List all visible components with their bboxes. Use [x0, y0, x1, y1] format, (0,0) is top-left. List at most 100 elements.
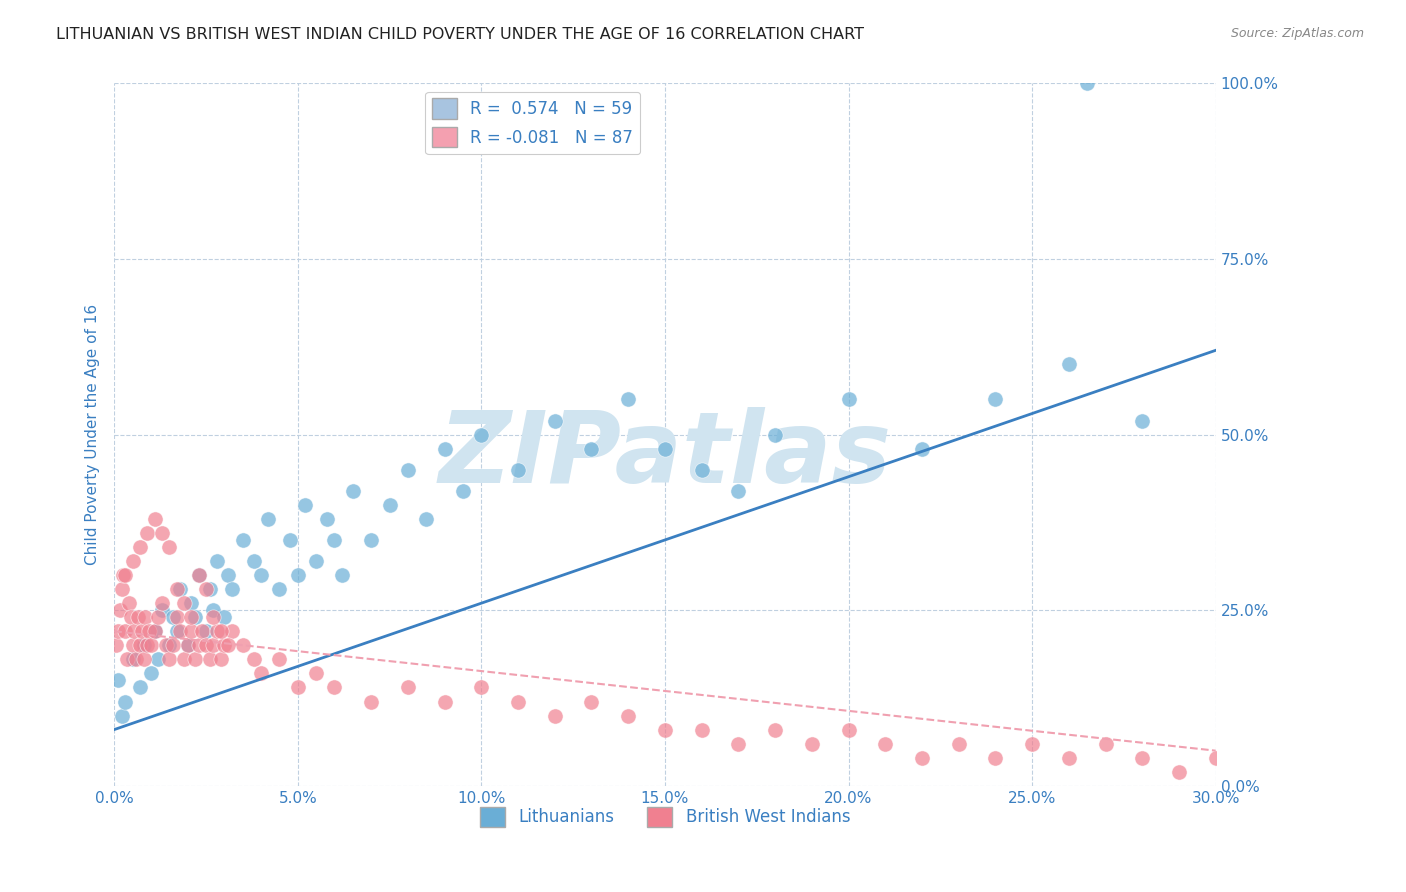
Point	[727, 483, 749, 498]
Point	[1076, 77, 1098, 91]
Point	[180, 596, 202, 610]
Point	[506, 694, 529, 708]
Point	[184, 652, 207, 666]
Point	[166, 610, 188, 624]
Point	[136, 525, 159, 540]
Point	[232, 533, 254, 547]
Point	[581, 442, 603, 456]
Point	[205, 624, 228, 639]
Point	[157, 652, 180, 666]
Point	[202, 603, 225, 617]
Point	[415, 512, 437, 526]
Point	[121, 638, 143, 652]
Point	[948, 737, 970, 751]
Point	[125, 652, 148, 666]
Point	[1205, 750, 1227, 764]
Point	[112, 568, 135, 582]
Legend: Lithuanians, British West Indians: Lithuanians, British West Indians	[472, 800, 856, 834]
Point	[209, 624, 232, 639]
Point	[150, 596, 173, 610]
Point	[162, 638, 184, 652]
Point	[287, 568, 309, 582]
Point	[132, 638, 155, 652]
Point	[157, 540, 180, 554]
Point	[148, 610, 170, 624]
Point	[214, 638, 236, 652]
Point	[194, 638, 217, 652]
Point	[221, 582, 243, 596]
Point	[242, 554, 264, 568]
Text: Source: ZipAtlas.com: Source: ZipAtlas.com	[1230, 27, 1364, 40]
Point	[166, 624, 188, 639]
Point	[257, 512, 280, 526]
Point	[155, 638, 177, 652]
Point	[114, 568, 136, 582]
Point	[173, 596, 195, 610]
Point	[1168, 764, 1191, 779]
Point	[143, 624, 166, 639]
Point	[837, 392, 859, 407]
Point	[506, 463, 529, 477]
Point	[184, 610, 207, 624]
Point	[470, 681, 492, 695]
Point	[205, 554, 228, 568]
Point	[173, 652, 195, 666]
Point	[984, 392, 1007, 407]
Point	[396, 681, 419, 695]
Point	[191, 624, 214, 639]
Point	[143, 624, 166, 639]
Point	[1057, 750, 1080, 764]
Point	[194, 582, 217, 596]
Point	[110, 582, 132, 596]
Point	[727, 737, 749, 751]
Point	[217, 568, 239, 582]
Point	[169, 624, 191, 639]
Point	[139, 638, 162, 652]
Point	[837, 723, 859, 737]
Point	[214, 610, 236, 624]
Point	[139, 666, 162, 681]
Point	[176, 638, 198, 652]
Point	[316, 512, 339, 526]
Point	[360, 694, 382, 708]
Point	[194, 624, 217, 639]
Point	[323, 533, 346, 547]
Point	[180, 610, 202, 624]
Point	[176, 638, 198, 652]
Point	[763, 723, 786, 737]
Point	[120, 610, 142, 624]
Point	[581, 694, 603, 708]
Point	[242, 652, 264, 666]
Point	[105, 638, 128, 652]
Point	[148, 652, 170, 666]
Point	[127, 610, 149, 624]
Point	[911, 442, 934, 456]
Text: LITHUANIAN VS BRITISH WEST INDIAN CHILD POVERTY UNDER THE AGE OF 16 CORRELATION : LITHUANIAN VS BRITISH WEST INDIAN CHILD …	[56, 27, 865, 42]
Point	[763, 427, 786, 442]
Point	[323, 681, 346, 695]
Point	[451, 483, 474, 498]
Point	[305, 666, 328, 681]
Point	[128, 681, 150, 695]
Point	[107, 673, 129, 688]
Point	[1057, 357, 1080, 371]
Point	[157, 638, 180, 652]
Point	[121, 652, 143, 666]
Point	[330, 568, 353, 582]
Point	[294, 498, 316, 512]
Y-axis label: Child Poverty Under the Age of 16: Child Poverty Under the Age of 16	[86, 304, 100, 566]
Point	[187, 638, 209, 652]
Point	[654, 723, 676, 737]
Point	[114, 624, 136, 639]
Point	[232, 638, 254, 652]
Point	[198, 582, 221, 596]
Point	[150, 603, 173, 617]
Point	[280, 533, 302, 547]
Point	[1094, 737, 1116, 751]
Point	[166, 582, 188, 596]
Point	[378, 498, 401, 512]
Point	[202, 638, 225, 652]
Point	[342, 483, 364, 498]
Point	[217, 638, 239, 652]
Point	[131, 624, 153, 639]
